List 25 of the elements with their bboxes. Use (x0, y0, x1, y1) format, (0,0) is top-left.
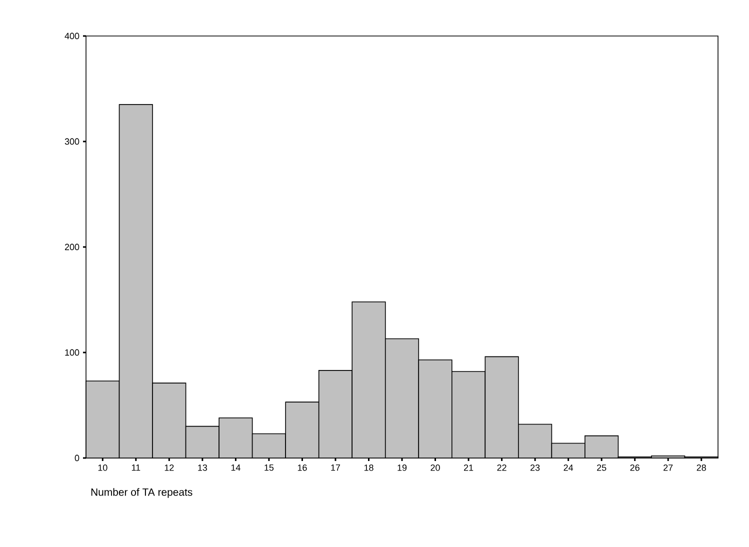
x-tick-label: 11 (132, 464, 140, 471)
x-tick-label: 21 (464, 464, 474, 471)
x-tick-label: 16 (298, 464, 307, 471)
x-tick-label: 19 (398, 464, 407, 471)
x-tick-label: 27 (664, 464, 673, 471)
x-tick-label: 14 (231, 464, 240, 471)
x-tick-label: 13 (198, 464, 208, 471)
x-tick-label: 28 (696, 464, 706, 471)
x-tick-label: 15 (264, 464, 274, 471)
x-axis-title: Number of TA repeats (91, 488, 192, 498)
x-tick-label: 25 (597, 464, 606, 471)
x-tick-label: 18 (364, 464, 374, 471)
x-tick-label: 24 (564, 464, 574, 471)
y-tick-label: 300 (64, 138, 80, 145)
y-tick-label: 200 (64, 244, 80, 250)
y-tick-label: 0 (74, 454, 80, 462)
y-tick-label: 100 (65, 349, 80, 356)
x-tick-label: 26 (630, 464, 640, 471)
x-tick-label: 22 (497, 464, 506, 471)
x-tick-label: 10 (98, 464, 108, 471)
y-tick-label: 400 (64, 32, 80, 40)
x-tick-label: 12 (164, 464, 174, 471)
x-tick-label: 20 (430, 464, 440, 471)
x-tick-label: 23 (530, 464, 540, 471)
x-tick-label: 17 (331, 464, 340, 471)
